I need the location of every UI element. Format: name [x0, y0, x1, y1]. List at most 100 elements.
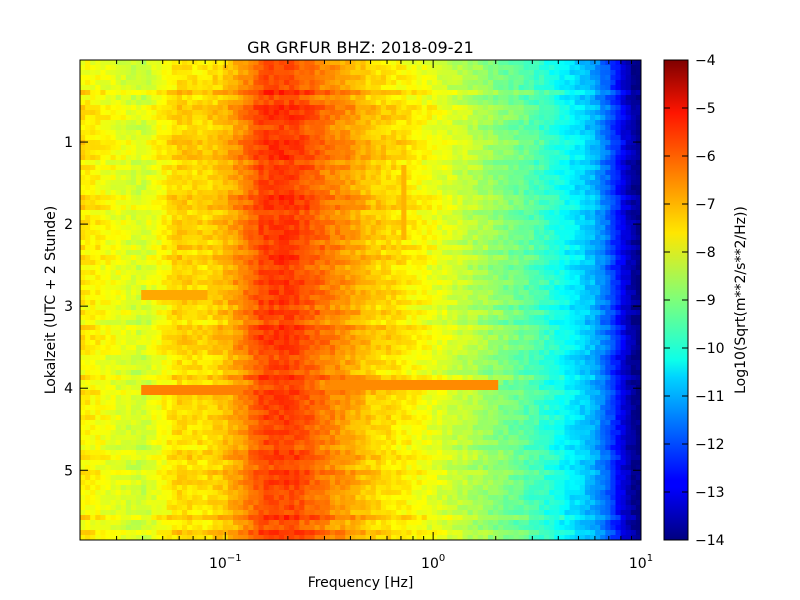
heatmap-cell: [120, 125, 127, 131]
heatmap-cell: [437, 140, 443, 146]
heatmap-cell: [171, 95, 178, 101]
heatmap-cell: [549, 280, 555, 286]
heatmap-cell: [85, 270, 91, 276]
heatmap-cell: [345, 225, 351, 231]
heatmap-cell: [233, 130, 239, 136]
heatmap-cell: [141, 140, 147, 146]
heatmap-cell: [350, 70, 356, 76]
heatmap-cell: [273, 120, 280, 126]
heatmap-cell: [467, 85, 474, 91]
heatmap-cell: [304, 210, 311, 216]
heatmap-cell: [197, 205, 203, 211]
heatmap-cell: [207, 145, 214, 151]
heatmap-cell: [202, 150, 209, 156]
heatmap-cell: [289, 240, 295, 246]
heatmap-cell: [569, 60, 576, 66]
heatmap-cell: [549, 105, 555, 111]
heatmap-cell: [416, 100, 423, 106]
heatmap-cell: [590, 105, 596, 111]
heatmap-cell: [217, 120, 224, 126]
heatmap-cell: [559, 205, 566, 211]
heatmap-cell: [207, 155, 214, 161]
heatmap-cell: [380, 240, 387, 246]
heatmap-cell: [120, 220, 127, 226]
heatmap-cell: [110, 265, 117, 271]
heatmap-cell: [523, 220, 530, 226]
heatmap-cell: [579, 280, 586, 286]
heatmap-cell: [386, 100, 392, 106]
heatmap-cell: [482, 90, 489, 96]
heatmap-cell: [258, 65, 265, 71]
heatmap-cell: [584, 100, 591, 106]
heatmap-cell: [212, 110, 219, 116]
heatmap-cell: [498, 280, 504, 286]
heatmap-cell: [309, 220, 316, 226]
heatmap-cell: [625, 140, 632, 146]
heatmap-cell: [80, 165, 86, 171]
heatmap-cell: [136, 140, 142, 146]
heatmap-cell: [207, 65, 214, 71]
heatmap-cell: [426, 235, 433, 241]
heatmap-cell: [125, 70, 132, 76]
heatmap-cell: [115, 250, 122, 256]
heatmap-cell: [569, 175, 576, 181]
heatmap-cell: [268, 220, 275, 226]
heatmap-cell: [498, 170, 504, 176]
heatmap-cell: [100, 280, 107, 286]
heatmap-cell: [176, 175, 183, 181]
heatmap-cell: [442, 80, 448, 86]
heatmap-cell: [355, 155, 362, 161]
heatmap-cell: [227, 70, 234, 76]
heatmap-cell: [324, 275, 331, 281]
heatmap-cell: [197, 65, 203, 71]
heatmap-cell: [574, 250, 581, 256]
heatmap-cell: [161, 145, 168, 151]
heatmap-cell: [90, 115, 96, 121]
heatmap-cell: [508, 235, 515, 241]
heatmap-cell: [222, 120, 229, 126]
heatmap-cell: [595, 110, 601, 116]
heatmap-cell: [85, 215, 91, 221]
heatmap-cell: [380, 120, 387, 126]
heatmap-cell: [625, 195, 632, 201]
heatmap-cell: [406, 85, 413, 91]
heatmap-cell: [268, 285, 275, 291]
heatmap-cell: [192, 120, 198, 126]
heatmap-cell: [467, 275, 474, 281]
heatmap-cell: [350, 190, 356, 196]
heatmap-cell: [625, 90, 632, 96]
heatmap-cell: [299, 130, 305, 136]
heatmap-cell: [120, 190, 127, 196]
heatmap-cell: [452, 115, 458, 121]
heatmap-cell: [192, 150, 198, 156]
heatmap-cell: [442, 150, 448, 156]
heatmap-cell: [156, 185, 163, 191]
heatmap-cell: [447, 95, 453, 101]
heatmap-cell: [355, 200, 362, 206]
heatmap-cell: [442, 75, 448, 81]
heatmap-cell: [539, 240, 545, 246]
heatmap-cell: [528, 130, 535, 136]
heatmap-cell: [304, 60, 311, 66]
heatmap-cell: [595, 265, 601, 271]
heatmap-cell: [426, 130, 433, 136]
heatmap-cell: [625, 215, 632, 221]
heatmap-cell: [284, 85, 290, 91]
heatmap-cell: [528, 80, 535, 86]
heatmap-cell: [227, 195, 234, 201]
heatmap-cell: [431, 225, 438, 231]
heatmap-cell: [182, 280, 188, 286]
heatmap-cell: [80, 135, 86, 141]
heatmap-cell: [569, 75, 576, 81]
heatmap-cell: [166, 135, 173, 141]
heatmap-cell: [391, 270, 397, 276]
heatmap-cell: [421, 120, 428, 126]
heatmap-cell: [314, 115, 321, 121]
heatmap-cell: [579, 150, 586, 156]
heatmap-cell: [171, 275, 178, 281]
heatmap-cell: [635, 140, 641, 146]
heatmap-cell: [396, 120, 402, 126]
heatmap-cell: [411, 205, 418, 211]
heatmap-cell: [386, 230, 392, 236]
